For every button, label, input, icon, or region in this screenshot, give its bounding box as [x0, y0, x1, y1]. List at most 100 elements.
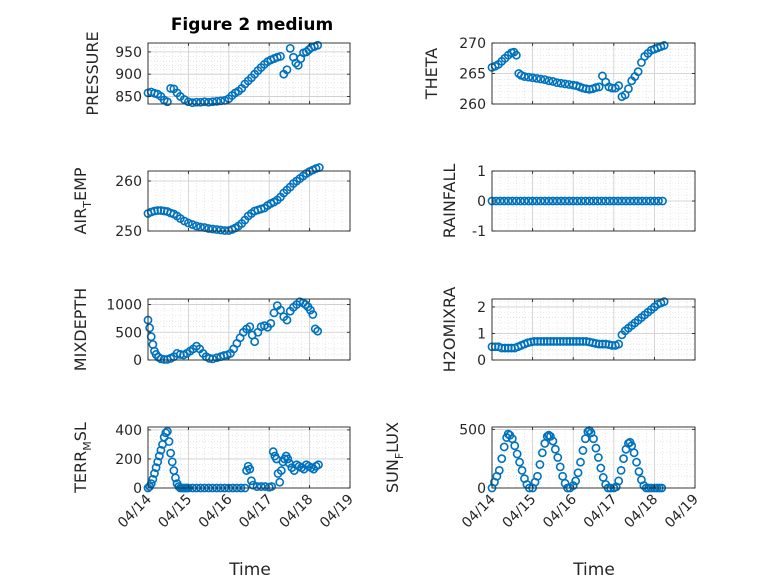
data-point — [593, 196, 602, 206]
axes-box — [491, 426, 696, 489]
data-point — [208, 224, 218, 234]
data-point — [553, 453, 563, 462]
data-point — [282, 315, 292, 325]
data-point — [183, 218, 193, 228]
data-point — [150, 469, 159, 478]
data-point — [291, 58, 301, 68]
data-point — [248, 480, 258, 490]
ylabel-h2omixra: H2OMIXRA — [440, 287, 459, 373]
data-point — [499, 196, 509, 206]
data-point — [216, 96, 226, 106]
ylabel-rainfall: RAINFALL — [440, 164, 459, 239]
data-point — [510, 441, 520, 451]
data-point — [605, 196, 615, 206]
data-point — [550, 444, 560, 454]
x-tick-label: 04/17 — [236, 492, 276, 532]
axes-box — [147, 170, 351, 232]
x-tick-label: 04/19 — [662, 492, 702, 532]
data-point — [560, 79, 570, 89]
data-point — [629, 196, 639, 206]
data-point — [282, 65, 292, 75]
data-point — [247, 476, 256, 486]
data-point — [516, 196, 525, 206]
y-tick-label: 1000 — [106, 298, 142, 314]
data-point — [537, 448, 547, 458]
data-point — [556, 196, 566, 206]
y-tick-label: 0 — [133, 353, 142, 369]
ylabel-sun-flux: SUNFLUX — [383, 422, 406, 493]
data-point — [153, 457, 163, 467]
data-point — [576, 196, 586, 206]
data-point — [560, 196, 570, 206]
data-point — [619, 454, 628, 464]
data-point — [578, 446, 588, 455]
data-point — [560, 478, 570, 488]
data-point — [212, 96, 222, 106]
data-point — [310, 324, 320, 334]
data-point — [532, 196, 542, 206]
x-tick-label: 04/14 — [115, 491, 155, 531]
y-tick-label: 0 — [477, 194, 486, 210]
data-point — [650, 196, 659, 206]
data-point — [548, 436, 558, 446]
data-point — [654, 196, 663, 206]
data-point — [166, 84, 176, 93]
subplot-mixdepth: MIXDEPTH 0 500 1000 — [71, 288, 351, 371]
data-point — [154, 451, 164, 461]
figure-title: Figure 2 medium — [171, 15, 333, 35]
data-point — [585, 196, 594, 206]
data-point — [204, 224, 213, 233]
data-point — [540, 196, 550, 206]
data-point — [542, 431, 552, 441]
data-point — [275, 477, 285, 487]
data-point — [276, 51, 285, 61]
plot-background — [492, 427, 695, 488]
data-point — [200, 97, 209, 107]
data-point — [503, 196, 513, 206]
data-point — [613, 196, 623, 206]
data-point — [634, 467, 644, 476]
data-point — [632, 457, 641, 467]
subplot-theta: THETA 260 265 270 — [422, 36, 696, 113]
data-point — [267, 482, 277, 491]
data-point — [524, 72, 533, 82]
data-point — [511, 50, 521, 60]
data-point — [552, 78, 562, 88]
data-point — [637, 196, 647, 206]
subplot-sun-flux: SUNFLUX 0 500 04/14 04/15 04/16 04/17 04/18 04/… — [383, 422, 702, 531]
data-point — [659, 297, 669, 307]
data-point — [625, 196, 635, 206]
x-tick-label: 04/15 — [500, 492, 540, 532]
data-point — [192, 221, 201, 231]
axes-box — [147, 426, 351, 489]
data-point — [276, 466, 286, 475]
data-point — [616, 466, 626, 475]
data-point — [591, 443, 601, 453]
data-point — [614, 339, 624, 349]
data-point — [544, 76, 554, 86]
data-point — [145, 323, 155, 333]
data-point — [192, 97, 201, 107]
data-point — [548, 77, 558, 86]
y-tick-label: -1 — [472, 224, 486, 240]
data-point — [301, 300, 310, 309]
data-point — [568, 481, 578, 491]
data-point — [511, 196, 521, 206]
data-point — [591, 83, 601, 92]
data-point — [276, 305, 285, 315]
y-tick-label: 1 — [477, 326, 486, 342]
axes-box — [147, 298, 351, 361]
data-point — [499, 442, 509, 452]
data-point — [624, 84, 633, 94]
data-point — [658, 196, 667, 206]
data-point — [573, 468, 583, 478]
x-tick-label: 04/17 — [581, 492, 621, 532]
data-point — [548, 196, 558, 206]
data-point — [256, 482, 266, 491]
data-point — [536, 196, 546, 206]
xlabel-right: Time — [572, 560, 615, 580]
data-point — [151, 463, 161, 473]
data-point — [596, 463, 606, 473]
data-point — [156, 445, 166, 455]
